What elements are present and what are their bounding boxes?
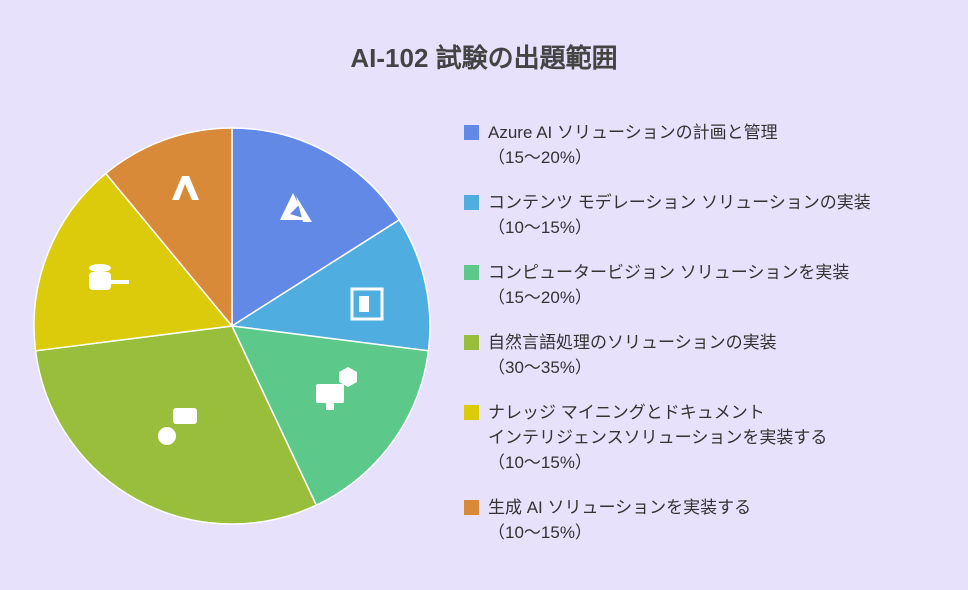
icon-speech — [173, 408, 197, 424]
icon-vision — [316, 384, 344, 403]
legend-swatch — [464, 500, 479, 515]
icon-ai — [172, 176, 199, 200]
legend-item: コンテンツ モデレーション ソリューションの実装 （10〜15%） — [464, 190, 964, 240]
legend-label: 生成 AI ソリューションを実装する — [488, 498, 752, 517]
legend: Azure AI ソリューションの計画と管理 （15〜20%） コンテンツ モデレー… — [464, 120, 964, 565]
pie-slice — [230, 325, 430, 507]
legend-range: （10〜15%） — [488, 453, 592, 472]
legend-range: （15〜20%） — [488, 288, 592, 307]
legend-swatch — [464, 195, 479, 210]
legend-label: コンピュータービジョン ソリューションを実装 — [488, 263, 850, 282]
chart-title: AI-102 試験の出題範囲 — [350, 43, 618, 73]
icon-vision-stand — [326, 403, 334, 410]
icon-cube — [339, 367, 357, 387]
legend-item: ナレッジ マイニングとドキュメント インテリジェンスソリューションを実装する （1… — [464, 400, 964, 475]
legend-item: 自然言語処理のソリューションの実装 （30〜35%） — [464, 330, 964, 380]
icon-db-body — [89, 272, 111, 290]
legend-swatch — [464, 405, 479, 420]
icon-db — [89, 264, 111, 272]
legend-range: （30〜35%） — [488, 358, 592, 377]
legend-range: （10〜15%） — [488, 218, 592, 237]
icon-azure — [280, 193, 312, 222]
legend-item: 生成 AI ソリューションを実装する （10〜15%） — [464, 495, 964, 545]
icon-content — [350, 287, 384, 321]
legend-range: （15〜20%） — [488, 148, 592, 167]
legend-label: Azure AI ソリューションの計画と管理 — [488, 123, 778, 142]
icon-content-inner — [359, 296, 369, 312]
legend-label: コンテンツ モデレーション ソリューションの実装 — [488, 193, 871, 212]
legend-item: コンピュータービジョン ソリューションを実装 （15〜20%） — [464, 260, 964, 310]
pie-slice — [231, 127, 401, 328]
legend-range: （10〜15%） — [488, 523, 592, 542]
legend-swatch — [464, 265, 479, 280]
icon-db-link — [111, 280, 129, 284]
chart — [33, 127, 431, 525]
pie-slice — [33, 172, 234, 352]
icon-bot — [158, 427, 176, 445]
legend-label: 自然言語処理のソリューションの実装 — [488, 333, 777, 352]
legend-swatch — [464, 335, 479, 350]
legend-label: ナレッジ マイニングとドキュメント インテリジェンスソリューションを実装する — [488, 403, 828, 447]
legend-item: Azure AI ソリューションの計画と管理 （15〜20%） — [464, 120, 964, 170]
pie-slice — [34, 325, 318, 525]
icons — [89, 176, 384, 445]
legend-swatch — [464, 125, 479, 140]
pie-slice — [104, 127, 233, 329]
